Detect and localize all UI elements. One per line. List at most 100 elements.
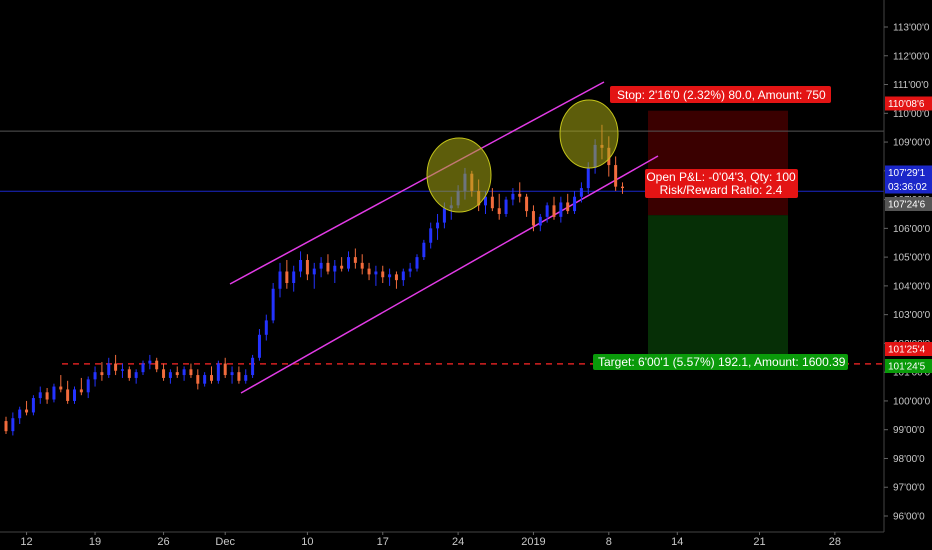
time-tick-label: 28: [829, 536, 841, 548]
candle-body: [79, 389, 83, 393]
candle-body: [573, 196, 577, 212]
price-tag-label: 101'24'5: [888, 362, 926, 373]
price-tag-background: [885, 165, 932, 180]
candle-body: [408, 268, 412, 272]
candle-body: [422, 242, 426, 258]
candle-body: [175, 372, 179, 376]
candle-body: [490, 196, 494, 209]
candle-body: [4, 421, 8, 432]
price-tick-label: 110'00'0: [893, 109, 930, 120]
candle-body: [545, 205, 549, 217]
time-scale[interactable]: 12 19 26 Dec 10 17 24 2019 8 14 21 28: [0, 531, 884, 548]
price-tag-label: 101'25'4: [888, 345, 926, 356]
pnl-label-line2: Risk/Reward Ratio: 2.4: [660, 183, 783, 197]
stop-loss-zone[interactable]: [648, 110, 788, 216]
candle-body: [162, 369, 166, 378]
candle-body: [107, 363, 111, 376]
candle-body: [394, 274, 398, 281]
candle-body: [566, 202, 570, 212]
candle-body: [93, 372, 97, 380]
candle-body: [497, 208, 501, 214]
candle-body: [196, 375, 200, 384]
price-tick-label: 104'00'0: [893, 281, 931, 292]
candle-body: [278, 271, 282, 289]
candle-body: [415, 257, 419, 269]
price-tick-label: 103'00'0: [893, 310, 931, 321]
candle-body: [134, 372, 138, 378]
stop-label-text: Stop: 2'16'0 (2.32%) 80.0, Amount: 750: [617, 88, 826, 102]
price-tag-label: 107'29'1: [888, 168, 926, 179]
candle-body: [285, 271, 289, 284]
candle-body: [292, 271, 296, 284]
pnl-label-background: [645, 169, 798, 198]
candle-body: [381, 271, 385, 278]
time-tick-label: 26: [157, 536, 169, 548]
highlight-ellipse-left[interactable]: [426, 137, 492, 213]
candle-body: [484, 196, 487, 206]
price-scale[interactable]: 96'00'0 97'00'0 98'00'0 99'00'0 100'00'0 101'…: [883, 0, 932, 532]
candle-body: [511, 193, 515, 200]
price-tick-label: 105'00'0: [893, 253, 931, 264]
candle-body: [312, 268, 316, 275]
time-tick-label: 12: [20, 536, 32, 548]
candle-body: [31, 398, 35, 413]
candle-body: [100, 372, 104, 376]
candle-body: [120, 369, 124, 371]
candle-body: [538, 216, 542, 226]
candle-body: [155, 360, 159, 370]
candle-body: [45, 392, 49, 400]
candle-body: [66, 389, 70, 401]
candle-body: [374, 271, 378, 275]
price-tick-label: 101'00'0: [893, 368, 931, 379]
candle-body: [244, 375, 248, 381]
time-tick-label: 14: [671, 536, 683, 548]
price-tag-label: 107'24'6: [888, 200, 926, 211]
candle-body: [579, 188, 583, 197]
candle-body: [52, 386, 56, 400]
pnl-label-line1: Open P&L: -0'04'3, Qty: 100: [646, 170, 796, 184]
candle-body: [367, 268, 371, 275]
candle-body: [299, 259, 303, 272]
candle-body: [223, 363, 227, 376]
candle-body: [203, 375, 207, 384]
price-tag-label: 03:36:02: [888, 182, 927, 193]
price-tick-label: 111'00'0: [893, 80, 929, 91]
target-label-background: [593, 354, 848, 370]
price-tick-label: 98'00'0: [893, 454, 925, 465]
candle-body: [305, 259, 309, 275]
price-tick-label: 109'00'0: [893, 138, 931, 149]
candle-body: [326, 262, 330, 272]
candle-body: [127, 369, 131, 378]
price-tick-label: 100'00'0: [893, 396, 931, 407]
price-tag-background: [885, 342, 932, 356]
price-tick-label: 106'00'0: [893, 224, 931, 235]
channel-lower-line[interactable]: [240, 155, 659, 394]
candle-body: [114, 363, 118, 371]
candle-body: [168, 372, 172, 378]
time-tick-label: 19: [89, 536, 101, 548]
time-tick-label: 21: [753, 536, 765, 548]
candle-body: [347, 257, 350, 269]
price-tag-background: [885, 359, 932, 373]
candle-body: [531, 211, 535, 226]
time-tick-label: 10: [301, 536, 313, 548]
candle-body: [442, 208, 446, 223]
candle-body: [353, 257, 357, 263]
candle-body: [38, 392, 42, 399]
candle-body: [59, 386, 63, 390]
take-profit-zone[interactable]: [648, 215, 788, 364]
candle-body: [552, 205, 556, 217]
channel-upper-line[interactable]: [229, 81, 605, 285]
candle-body: [11, 418, 15, 432]
candle-body: [230, 372, 234, 376]
candle-body: [73, 389, 76, 401]
candle-body: [141, 363, 145, 373]
candle-body: [148, 360, 152, 364]
candle-body: [333, 265, 337, 272]
highlight-ellipse-right[interactable]: [559, 99, 619, 169]
price-tick-label: 96'00'0: [893, 512, 925, 523]
candle-body: [18, 409, 22, 419]
price-tag-background: [885, 179, 932, 194]
candle-body: [621, 186, 624, 189]
